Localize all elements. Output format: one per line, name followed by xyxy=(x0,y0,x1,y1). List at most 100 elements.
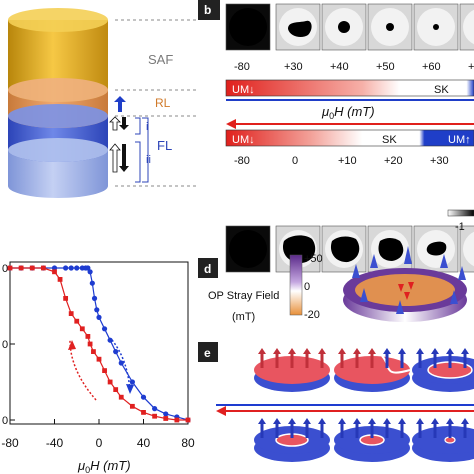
e-top-disk-0-moment-arrow-icon xyxy=(258,348,266,368)
bottom-state-bar xyxy=(225,129,474,147)
layer-stack xyxy=(8,8,108,198)
top-field-label: +40 xyxy=(330,61,349,73)
bottom-field-label: +30 xyxy=(430,155,449,167)
i-up-arrow-icon xyxy=(109,116,121,131)
series-blue-point xyxy=(113,349,119,355)
series-red-point xyxy=(102,368,107,373)
i-label: i xyxy=(146,121,148,133)
top-state-bar xyxy=(225,79,474,97)
y-tick-label: 0 xyxy=(2,263,8,275)
series-red-point xyxy=(40,265,46,271)
stray-colorbar xyxy=(289,254,303,316)
down-sweep-arrow-icon xyxy=(68,340,76,350)
series-red-point xyxy=(68,311,74,316)
stray-scale-min: -20 xyxy=(304,309,320,321)
rl-layer-cap xyxy=(8,78,108,102)
series-red-point xyxy=(185,417,191,423)
series-blue-point xyxy=(63,265,69,271)
top-domain-1 xyxy=(288,20,312,37)
c-x-axis-label: μ0H (mT) xyxy=(77,458,131,474)
series-blue-point xyxy=(101,326,108,332)
series-blue-point xyxy=(74,265,80,271)
b-axis-label: μ0H (mT) xyxy=(321,104,375,121)
top-field-label: +30 xyxy=(284,61,303,73)
series-red-point xyxy=(96,356,102,362)
e-bottom-disk-2-moment-arrow-icon xyxy=(416,418,424,438)
bottom-disk-5 xyxy=(463,231,474,267)
e-bottom-disk-1-moment-arrow-icon xyxy=(368,418,376,438)
up-sweep-guide xyxy=(111,339,131,393)
i-down-arrow-icon xyxy=(119,117,129,130)
stray-field-unit: (mT) xyxy=(232,311,255,323)
e-bottom-disk-2-moment-arrow-icon xyxy=(461,418,469,438)
plot-frame xyxy=(9,261,189,425)
e-top-disk-1-top xyxy=(334,356,410,384)
bottom-field-labels: -800+10+20+30+2 xyxy=(234,155,449,167)
panel-e-reversal: e xyxy=(198,342,474,462)
series-blue-point xyxy=(89,280,95,286)
top-disk-5 xyxy=(463,9,474,45)
top-field-label: + xyxy=(468,61,474,73)
series-red-point xyxy=(87,341,93,347)
series-red-point xyxy=(52,269,57,275)
bottom-field-label: +10 xyxy=(338,155,357,167)
x-tick-label: 40 xyxy=(137,436,151,450)
e-bottom-disk-2-top xyxy=(412,426,474,454)
series-red-point xyxy=(63,296,69,301)
ii-label: ii xyxy=(146,154,151,166)
top-domain-3 xyxy=(386,23,394,31)
ii-down-arrow-icon xyxy=(119,144,129,172)
series-blue-point xyxy=(94,307,100,313)
bottom-um-right-label: UM↑ xyxy=(448,134,471,146)
panel-d-tag-bg xyxy=(198,258,218,278)
series-blue-point xyxy=(87,269,93,275)
series-blue-point xyxy=(129,379,135,385)
e-top-disk-2-moment-arrow-icon xyxy=(461,348,469,368)
disk-core-arrows xyxy=(398,282,414,300)
top-field-label: +50 xyxy=(376,61,395,73)
series-red-point xyxy=(57,277,63,282)
bracket-i xyxy=(135,117,141,135)
series-red-point xyxy=(7,265,13,271)
e-bottom-disk-0-moment-arrow-icon xyxy=(288,418,296,438)
bottom-image-row xyxy=(225,225,474,273)
top-um-label: UM↓ xyxy=(232,84,255,96)
bottom-domain-2 xyxy=(330,236,360,263)
fl-layer-ii-cap xyxy=(8,138,108,162)
bottom-sweep-arrowhead-icon xyxy=(226,119,236,129)
top-field-labels: -80 +30 +40 +50 +60 + xyxy=(234,61,474,73)
top-field-label: +60 xyxy=(422,61,441,73)
series-red-point xyxy=(79,326,85,332)
e-top-disk-1-moment-arrow-icon xyxy=(368,348,376,368)
rl-label: RL xyxy=(155,96,171,110)
stray-scale-max: +50 xyxy=(304,253,323,265)
y-tick-label: 0 xyxy=(2,415,8,427)
e-bottom-disk-2-moment-arrow-icon xyxy=(431,418,439,438)
y-tick-label: 0 xyxy=(2,339,8,351)
e-bottom-disk-0-moment-arrow-icon xyxy=(273,418,281,438)
series-blue-line xyxy=(10,267,189,421)
panel-b-tag-bg xyxy=(198,0,220,20)
e-top-disk-1-moment-arrow-icon xyxy=(383,348,391,368)
chart-series xyxy=(7,265,191,423)
series-blue-point xyxy=(68,265,74,271)
e-bottom-disk-0-moment-arrow-icon xyxy=(258,418,266,438)
e-bottom-disk-1-moment-arrow-icon xyxy=(383,418,391,438)
top-domain-4 xyxy=(433,24,439,30)
bracket-fl xyxy=(142,117,149,183)
disk-arrows xyxy=(352,246,466,314)
panel-e-tag-bg xyxy=(198,342,218,362)
series-blue-point xyxy=(85,265,91,271)
panel-b-mfm: b -80 +30 +40 +50 +60 + UM↓ SK μ0H (mT) UM↓ S… xyxy=(198,0,474,273)
top-image-row xyxy=(225,3,474,51)
x-tick-label: -80 xyxy=(1,436,19,450)
e-top-disk-0-top xyxy=(254,356,330,384)
bottom-disk-0 xyxy=(229,230,267,268)
e-top-disk-2-moment-arrow-icon xyxy=(416,348,424,368)
series-red-point xyxy=(107,379,113,385)
series-blue-point xyxy=(96,314,102,320)
saf-layer-cap xyxy=(8,8,108,32)
series-blue-point xyxy=(51,265,58,271)
x-tick-label: 80 xyxy=(181,436,195,450)
